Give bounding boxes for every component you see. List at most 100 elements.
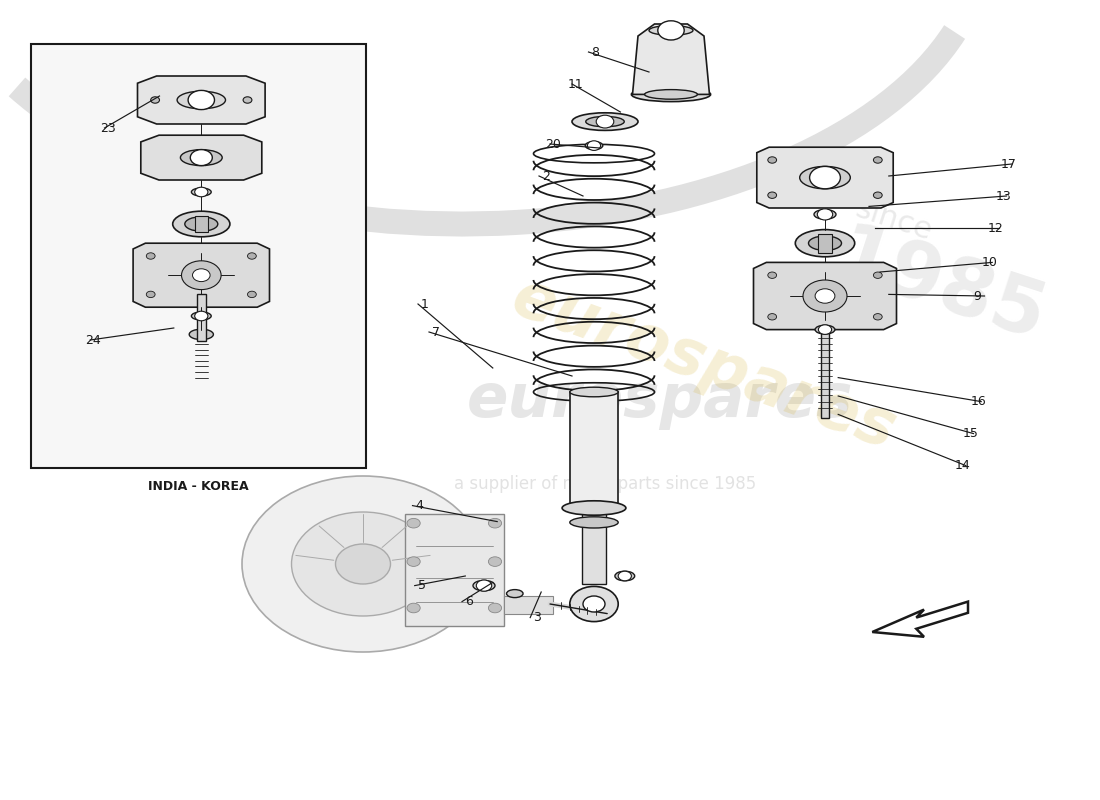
Circle shape — [488, 603, 502, 613]
Bar — [195, 216, 208, 232]
Circle shape — [570, 586, 618, 622]
Circle shape — [768, 272, 777, 278]
Circle shape — [815, 289, 835, 303]
Text: a supplier of motor parts since 1985: a supplier of motor parts since 1985 — [454, 475, 756, 493]
Circle shape — [243, 97, 252, 103]
Circle shape — [488, 518, 502, 528]
Text: 17: 17 — [1001, 158, 1016, 170]
Bar — [405, 514, 504, 626]
Ellipse shape — [572, 113, 638, 130]
Circle shape — [873, 157, 882, 163]
Circle shape — [596, 115, 614, 128]
Circle shape — [292, 512, 434, 616]
Circle shape — [587, 141, 601, 150]
Circle shape — [407, 603, 420, 613]
Bar — [504, 596, 553, 614]
Bar — [818, 234, 832, 253]
Circle shape — [407, 518, 420, 528]
Circle shape — [583, 596, 605, 612]
Text: 15: 15 — [962, 427, 978, 440]
Circle shape — [810, 166, 840, 189]
Ellipse shape — [815, 326, 835, 334]
Text: 24: 24 — [86, 334, 101, 346]
Circle shape — [188, 90, 214, 110]
Circle shape — [146, 253, 155, 259]
Circle shape — [248, 253, 256, 259]
Text: 4: 4 — [416, 499, 424, 512]
Text: 12: 12 — [988, 222, 1003, 234]
Circle shape — [182, 261, 221, 290]
Circle shape — [407, 557, 420, 566]
Ellipse shape — [177, 91, 225, 109]
Text: 8: 8 — [592, 46, 600, 58]
Polygon shape — [141, 135, 262, 180]
Ellipse shape — [191, 312, 211, 320]
Text: 20: 20 — [546, 138, 561, 150]
Circle shape — [151, 97, 160, 103]
Polygon shape — [872, 602, 968, 637]
Circle shape — [658, 21, 684, 40]
Text: 9: 9 — [974, 290, 981, 302]
Circle shape — [873, 192, 882, 198]
Circle shape — [818, 325, 832, 334]
Text: eurospares: eurospares — [504, 266, 904, 462]
Text: 2: 2 — [542, 170, 550, 182]
Ellipse shape — [585, 116, 625, 127]
Ellipse shape — [570, 517, 618, 528]
Text: 1985: 1985 — [826, 218, 1055, 358]
Circle shape — [618, 571, 631, 581]
Ellipse shape — [808, 236, 842, 250]
Ellipse shape — [189, 330, 213, 339]
Circle shape — [195, 311, 208, 321]
Bar — [197, 294, 206, 341]
Ellipse shape — [800, 166, 850, 189]
Ellipse shape — [185, 217, 218, 231]
Ellipse shape — [562, 501, 626, 515]
Circle shape — [768, 192, 777, 198]
Ellipse shape — [570, 387, 618, 397]
Text: 16: 16 — [970, 395, 986, 408]
Ellipse shape — [507, 590, 524, 598]
Circle shape — [768, 157, 777, 163]
Circle shape — [873, 314, 882, 320]
Text: 6: 6 — [465, 595, 473, 608]
Ellipse shape — [180, 150, 222, 166]
Circle shape — [195, 187, 208, 197]
Circle shape — [146, 291, 155, 298]
Ellipse shape — [173, 211, 230, 237]
Polygon shape — [757, 147, 893, 208]
Bar — [582, 508, 606, 584]
Circle shape — [248, 291, 256, 298]
Text: INDIA - KOREA: INDIA - KOREA — [148, 480, 249, 493]
Text: 1: 1 — [421, 298, 429, 310]
Text: 13: 13 — [996, 190, 1011, 202]
Ellipse shape — [585, 142, 603, 150]
Circle shape — [873, 272, 882, 278]
Polygon shape — [632, 24, 710, 94]
Bar — [821, 330, 829, 418]
Circle shape — [803, 280, 847, 312]
Circle shape — [192, 269, 210, 282]
Circle shape — [768, 314, 777, 320]
Circle shape — [242, 476, 484, 652]
Text: 7: 7 — [432, 326, 440, 338]
Text: 23: 23 — [100, 122, 116, 134]
Text: eurospares: eurospares — [466, 370, 854, 430]
Ellipse shape — [645, 90, 697, 99]
Ellipse shape — [191, 188, 211, 196]
Circle shape — [817, 209, 833, 220]
Ellipse shape — [814, 210, 836, 219]
Ellipse shape — [473, 581, 495, 590]
Polygon shape — [133, 243, 270, 307]
Text: since: since — [851, 194, 935, 246]
Ellipse shape — [649, 26, 693, 35]
Ellipse shape — [795, 230, 855, 257]
Ellipse shape — [615, 571, 635, 581]
Circle shape — [476, 580, 492, 591]
Text: 3: 3 — [534, 611, 541, 624]
Ellipse shape — [631, 87, 711, 102]
Circle shape — [190, 150, 212, 166]
Text: 10: 10 — [981, 256, 997, 269]
Text: 11: 11 — [568, 78, 583, 90]
Circle shape — [488, 557, 502, 566]
